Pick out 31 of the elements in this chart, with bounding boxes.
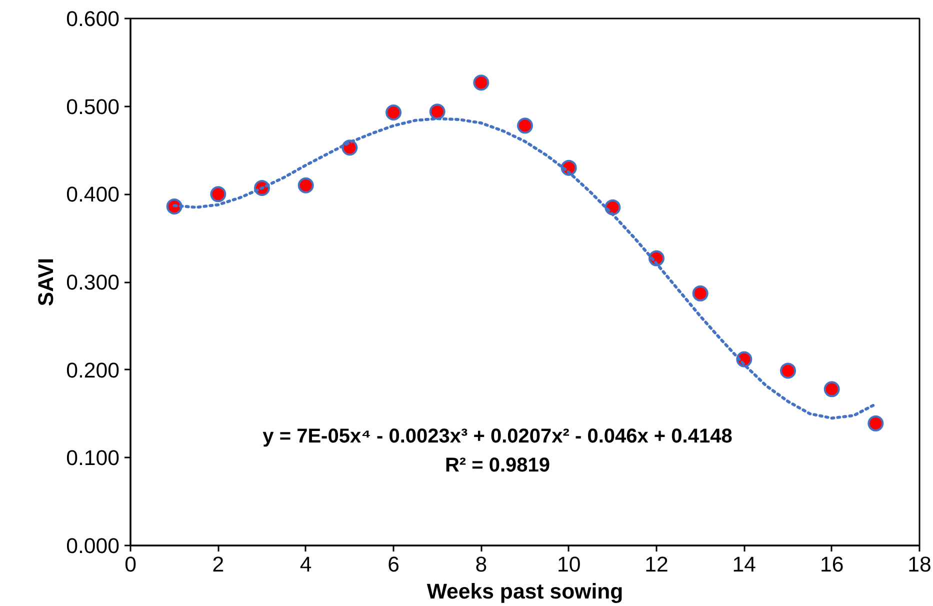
x-tick-label: 10 [556, 552, 581, 576]
y-tick-label: 0.200 [66, 358, 120, 382]
y-tick-label: 0.000 [66, 534, 120, 558]
x-tick-label: 0 [124, 552, 137, 576]
point [780, 362, 796, 379]
point [824, 381, 840, 398]
x-tick-label: 8 [475, 552, 488, 576]
x-tick-label: 6 [388, 552, 400, 576]
x-tick-label: 16 [820, 552, 844, 576]
point [386, 104, 402, 120]
y-tick-label: 0.500 [66, 94, 120, 119]
point [868, 415, 884, 432]
x-axis-title: Weeks past sowing [426, 580, 624, 604]
y-axis-title: SAVI [34, 258, 58, 306]
y-tick-label: 0.600 [66, 7, 120, 31]
point [473, 74, 490, 91]
y-tick-label: 0.300 [66, 270, 120, 294]
y-tick-label: 0.400 [66, 182, 120, 207]
point [298, 177, 314, 194]
x-tick-label: 4 [300, 552, 312, 576]
x-tick-label: 14 [732, 552, 756, 576]
x-tick-label: 2 [212, 552, 224, 576]
annotation: R² = 0.9819 [444, 454, 550, 476]
point [210, 186, 226, 202]
point [517, 118, 533, 134]
annotation: y = 7E-05x⁴ - 0.0023x³ + 0.0207x² - 0.046x + 0.4148 [262, 426, 732, 448]
point [692, 285, 708, 302]
y-tick-label: 0.100 [66, 446, 120, 470]
x-tick-label: 18 [908, 552, 932, 576]
x-tick-label: 12 [644, 552, 668, 576]
point [429, 104, 446, 120]
